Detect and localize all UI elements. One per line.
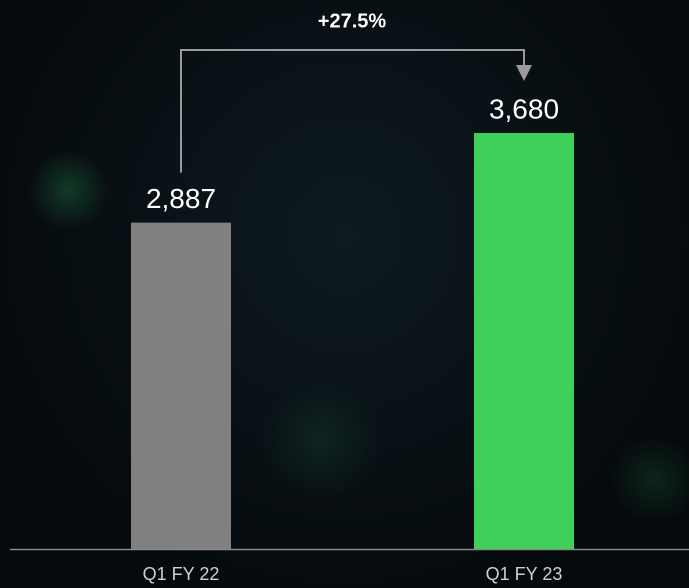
growth-annotation: +27.5% [318, 10, 387, 32]
value-label: 3,680 [489, 93, 559, 124]
growth-bracket [180, 49, 525, 173]
bar [131, 222, 231, 549]
x-tick-label: Q1 FY 23 [486, 564, 563, 584]
x-tick-label: Q1 FY 22 [143, 564, 220, 584]
growth-arrowhead [516, 65, 532, 81]
bar [474, 133, 574, 549]
value-label: 2,887 [146, 183, 216, 214]
